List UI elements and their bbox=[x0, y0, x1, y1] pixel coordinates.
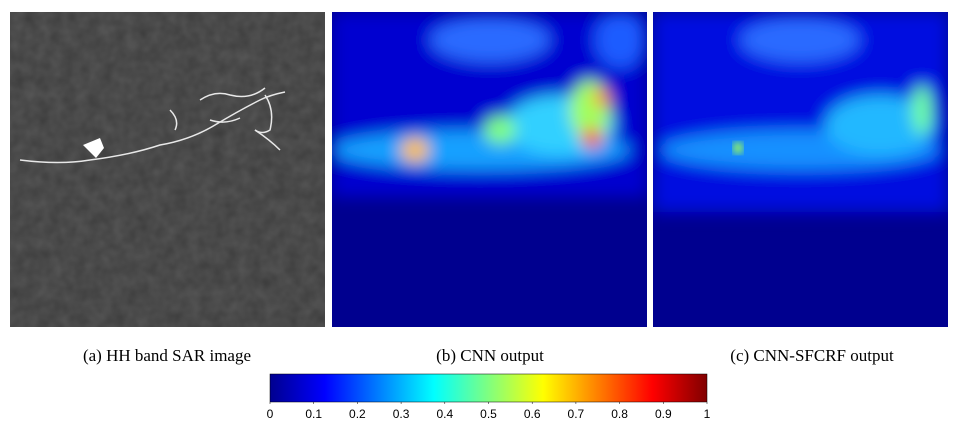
tick-label: 0.7 bbox=[568, 407, 585, 421]
tick-label: 0.8 bbox=[611, 407, 628, 421]
sar-image bbox=[10, 12, 325, 327]
colorbar bbox=[269, 373, 708, 403]
tick-label: 0.1 bbox=[305, 407, 322, 421]
cnn-sfcrf-output-image bbox=[653, 12, 948, 327]
panel-caption: (c) CNN-SFCRF output bbox=[730, 346, 894, 365]
tick-label: 0.4 bbox=[436, 407, 453, 421]
tick-label: 0.6 bbox=[524, 407, 541, 421]
tick-label: 0 bbox=[267, 407, 274, 421]
tick-label: 0.2 bbox=[349, 407, 366, 421]
panel-caption: (b) CNN output bbox=[436, 346, 544, 365]
cnn-output-image bbox=[332, 12, 647, 327]
panel-caption: (a) HH band SAR image bbox=[83, 346, 251, 365]
tick-label: 0.9 bbox=[655, 407, 672, 421]
tick-label: 0.5 bbox=[480, 407, 497, 421]
tick-label: 1 bbox=[704, 407, 711, 421]
tick-label: 0.3 bbox=[393, 407, 410, 421]
